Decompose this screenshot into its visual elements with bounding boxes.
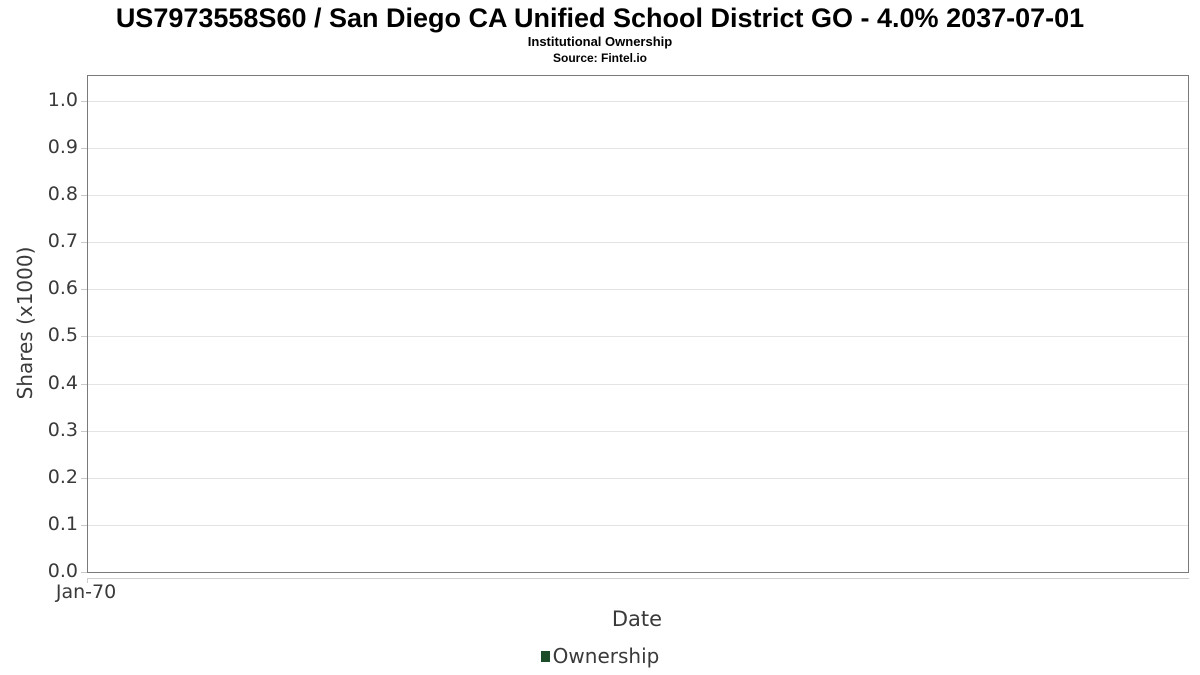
gridline xyxy=(88,478,1188,479)
y-tick-mark xyxy=(81,148,87,149)
x-axis-title: Date xyxy=(611,607,663,631)
y-tick-mark xyxy=(81,572,87,573)
chart-subtitle: Institutional Ownership xyxy=(527,34,673,49)
legend: Ownership xyxy=(0,644,1200,668)
y-tick-label: 0.6 xyxy=(47,277,78,299)
chart-title: US7973558S60 / San Diego CA Unified Scho… xyxy=(115,3,1085,33)
y-tick-mark xyxy=(81,384,87,385)
y-tick-label: 0.0 xyxy=(47,560,78,582)
y-tick-label: 0.3 xyxy=(47,419,78,441)
legend-swatch-icon xyxy=(540,650,550,662)
legend-label: Ownership xyxy=(552,644,660,668)
y-tick-mark xyxy=(81,101,87,102)
plot-area xyxy=(81,75,1189,573)
y-tick-labels: 0.0 0.1 0.2 0.3 0.4 0.5 0.6 0.7 0.8 0.9 1.0 xyxy=(0,75,79,582)
gridline xyxy=(88,195,1188,196)
gridline xyxy=(88,101,1188,102)
gridline xyxy=(88,289,1188,290)
y-tick-mark xyxy=(81,431,87,432)
y-tick-mark xyxy=(81,195,87,196)
y-tick-mark xyxy=(81,478,87,479)
y-tick-mark xyxy=(81,525,87,526)
x-tick-label: Jan-70 xyxy=(55,581,117,603)
y-tick-mark xyxy=(81,289,87,290)
y-tick-label: 0.4 xyxy=(47,372,78,394)
y-tick-label: 0.9 xyxy=(47,136,78,158)
y-tick-label: 0.5 xyxy=(47,324,78,346)
gridline xyxy=(88,242,1188,243)
gridline xyxy=(88,336,1188,337)
chart-source: Source: Fintel.io xyxy=(552,51,647,65)
y-tick-label: 0.2 xyxy=(47,466,78,488)
y-tick-mark xyxy=(81,336,87,337)
y-tick-label: 0.7 xyxy=(47,230,78,252)
y-tick-label: 1.0 xyxy=(47,89,78,111)
gridline xyxy=(88,525,1188,526)
y-tick-mark xyxy=(81,242,87,243)
x-tick-mark xyxy=(87,579,88,583)
gridline xyxy=(88,431,1188,432)
gridline xyxy=(88,148,1188,149)
gridline xyxy=(88,384,1188,385)
y-tick-label: 0.1 xyxy=(47,513,78,535)
x-axis-line xyxy=(87,578,1189,579)
y-tick-label: 0.8 xyxy=(47,183,78,205)
